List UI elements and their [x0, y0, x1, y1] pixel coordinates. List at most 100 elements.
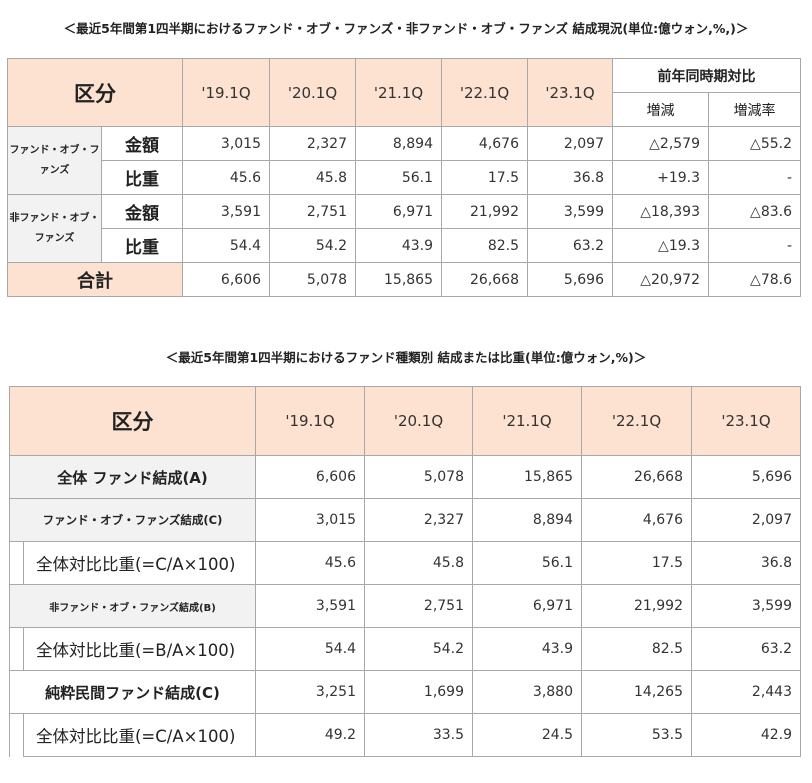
change-cell: △18,393: [612, 194, 709, 229]
group-label: ファンド・オブ・ファンズ: [7, 126, 102, 195]
value-cell: 14,265: [581, 670, 692, 714]
table-header-row: 区分 '19.1Q '20.1Q '21.1Q '22.1Q '23.1Q: [9, 386, 801, 456]
value-cell: 54.2: [269, 228, 356, 263]
value-cell: 54.4: [255, 627, 365, 671]
value-cell: 6,606: [182, 262, 270, 297]
category-header: 区分: [7, 58, 183, 127]
change-rate-cell: -: [708, 160, 801, 195]
value-cell: 45.6: [182, 160, 270, 195]
quarter-header: '21.1Q: [355, 58, 442, 127]
table-subheader-row: 増減 増減率: [8, 92, 801, 127]
value-cell: 33.5: [364, 713, 473, 757]
value-cell: 54.2: [364, 627, 473, 671]
value-cell: 54.4: [182, 228, 270, 263]
indent-spacer: [9, 713, 24, 757]
table2-caption: ＜最近5年間第1四半期におけるファンド種類別 結成または比重(単位:億ウォン,%…: [165, 350, 647, 365]
quarter-header: '22.1Q: [441, 58, 528, 127]
value-cell: 82.5: [441, 228, 528, 263]
value-cell: 2,327: [364, 498, 473, 542]
value-cell: 5,696: [527, 262, 613, 297]
value-cell: 45.8: [269, 160, 356, 195]
value-cell: 49.2: [255, 713, 365, 757]
value-cell: 3,251: [255, 670, 365, 714]
table-total-row: 合計 6,606 5,078 15,865 26,668 5,696 △20,9…: [7, 262, 801, 297]
value-cell: 17.5: [581, 541, 692, 585]
row-label: ファンド・オブ・ファンズ結成(C): [9, 498, 256, 542]
change-header: 増減: [612, 92, 709, 127]
value-cell: 6,971: [472, 584, 582, 628]
value-cell: 26,668: [441, 262, 528, 297]
value-cell: 3,591: [182, 194, 270, 229]
change-cell: △2,579: [612, 126, 709, 161]
value-cell: 21,992: [441, 194, 528, 229]
value-cell: 5,078: [269, 262, 356, 297]
group-label: 非ファンド・オブ・ファンズ: [7, 194, 102, 263]
value-cell: 2,751: [269, 194, 356, 229]
row-label: 純粋民間ファンド結成(C): [9, 670, 256, 714]
value-cell: 63.2: [527, 228, 613, 263]
table-row: 全体対比比重(=B/A×100) 54.4 54.2 43.9 82.5 63.…: [9, 627, 801, 671]
value-cell: 24.5: [472, 713, 582, 757]
change-rate-cell: △83.6: [708, 194, 801, 229]
indent-spacer: [9, 541, 24, 585]
row-label: 非ファンド・オブ・ファンズ結成(B): [9, 584, 256, 628]
metric-label: 金額: [101, 194, 183, 229]
yoy-comparison-header: 前年同時期対比: [612, 58, 801, 93]
value-cell: 56.1: [472, 541, 582, 585]
quarter-header: '22.1Q: [581, 386, 692, 456]
value-cell: 2,097: [691, 498, 801, 542]
table-row: ファンド・オブ・ファンズ 金額 3,015 2,327 8,894 4,676 …: [7, 126, 801, 195]
value-cell: 3,599: [691, 584, 801, 628]
value-cell: 42.9: [691, 713, 801, 757]
value-cell: 4,676: [441, 126, 528, 161]
category-header: 区分: [9, 386, 256, 456]
value-cell: 36.8: [691, 541, 801, 585]
value-cell: 43.9: [472, 627, 582, 671]
table-row: 非ファンド・オブ・ファンズ結成(B) 3,591 2,751 6,971 21,…: [9, 584, 801, 628]
table-row: 非ファンド・オブ・ファンズ 金額 3,591 2,751 6,971 21,99…: [7, 194, 801, 263]
value-cell: 8,894: [355, 126, 442, 161]
value-cell: 3,880: [472, 670, 582, 714]
row-label: 全体対比比重(=C/A×100): [23, 541, 256, 585]
change-cell: +19.3: [612, 160, 709, 195]
change-cell: △19.3: [612, 228, 709, 263]
fund-type-status-table: 区分 '19.1Q '20.1Q '21.1Q '22.1Q '23.1Q 全体…: [9, 386, 801, 757]
total-label: 合計: [7, 262, 183, 297]
value-cell: 15,865: [355, 262, 442, 297]
value-cell: 2,751: [364, 584, 473, 628]
value-cell: 82.5: [581, 627, 692, 671]
value-cell: 3,015: [255, 498, 365, 542]
table-row: ファンド・オブ・ファンズ結成(C) 3,015 2,327 8,894 4,67…: [9, 498, 801, 542]
value-cell: 5,696: [691, 455, 801, 499]
value-cell: 56.1: [355, 160, 442, 195]
value-cell: 3,599: [527, 194, 613, 229]
value-cell: 26,668: [581, 455, 692, 499]
row-label: 全体 ファンド結成(A): [9, 455, 256, 499]
row-label: 全体対比比重(=C/A×100): [23, 713, 256, 757]
quarter-header: '19.1Q: [255, 386, 365, 456]
value-cell: 17.5: [441, 160, 528, 195]
value-cell: 6,971: [355, 194, 442, 229]
change-rate-cell: -: [708, 228, 801, 263]
value-cell: 2,443: [691, 670, 801, 714]
indent-spacer: [9, 627, 24, 671]
quarter-header: '21.1Q: [472, 386, 582, 456]
quarter-header: '20.1Q: [269, 58, 356, 127]
value-cell: 36.8: [527, 160, 613, 195]
table-row: 比重 45.6 45.8 56.1 17.5 36.8 +19.3 -: [8, 160, 801, 195]
value-cell: 1,699: [364, 670, 473, 714]
table-row: 純粋民間ファンド結成(C) 3,251 1,699 3,880 14,265 2…: [9, 670, 801, 714]
value-cell: 5,078: [364, 455, 473, 499]
value-cell: 45.6: [255, 541, 365, 585]
value-cell: 3,015: [182, 126, 270, 161]
table-row: 全体 ファンド結成(A) 6,606 5,078 15,865 26,668 5…: [9, 455, 801, 499]
value-cell: 43.9: [355, 228, 442, 263]
change-cell: △20,972: [612, 262, 709, 297]
value-cell: 21,992: [581, 584, 692, 628]
value-cell: 6,606: [255, 455, 365, 499]
value-cell: 4,676: [581, 498, 692, 542]
change-rate-header: 増減率: [708, 92, 801, 127]
table-row: 比重 54.4 54.2 43.9 82.5 63.2 △19.3 -: [8, 228, 801, 263]
value-cell: 3,591: [255, 584, 365, 628]
value-cell: 63.2: [691, 627, 801, 671]
